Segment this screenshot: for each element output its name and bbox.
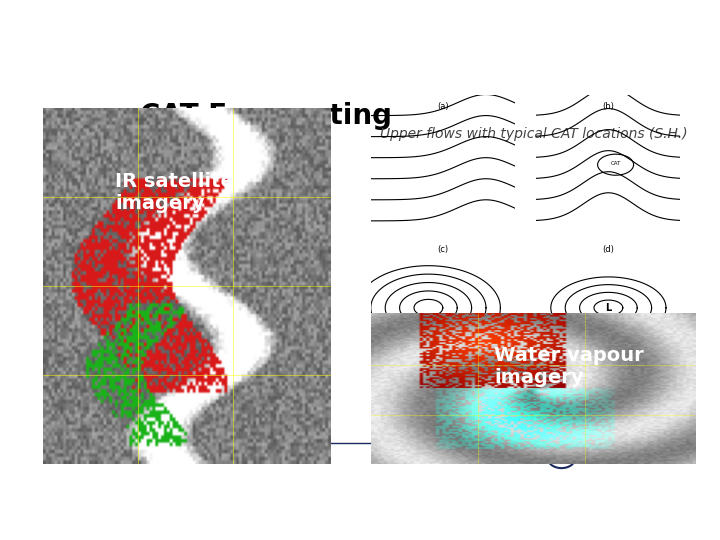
- Text: (c): (c): [437, 245, 449, 254]
- Text: CAT: CAT: [395, 326, 405, 332]
- Text: IR satellite
imagery: IR satellite imagery: [115, 172, 234, 213]
- Text: Water vapour
imagery: Water vapour imagery: [494, 347, 644, 388]
- Text: POWERFUL WEATHER INTELLIGENCE.: POWERFUL WEATHER INTELLIGENCE.: [413, 453, 616, 463]
- Text: MetService: MetService: [578, 451, 666, 465]
- Text: (a): (a): [437, 102, 449, 111]
- Text: CAT Forecasting: CAT Forecasting: [140, 102, 392, 130]
- Text: CAT: CAT: [611, 161, 621, 166]
- Text: (d): (d): [603, 245, 614, 254]
- Text: Upper flows with typical CAT locations (S.H.): Upper flows with typical CAT locations (…: [380, 127, 688, 141]
- Text: L: L: [606, 303, 611, 313]
- Text: (b): (b): [603, 102, 614, 111]
